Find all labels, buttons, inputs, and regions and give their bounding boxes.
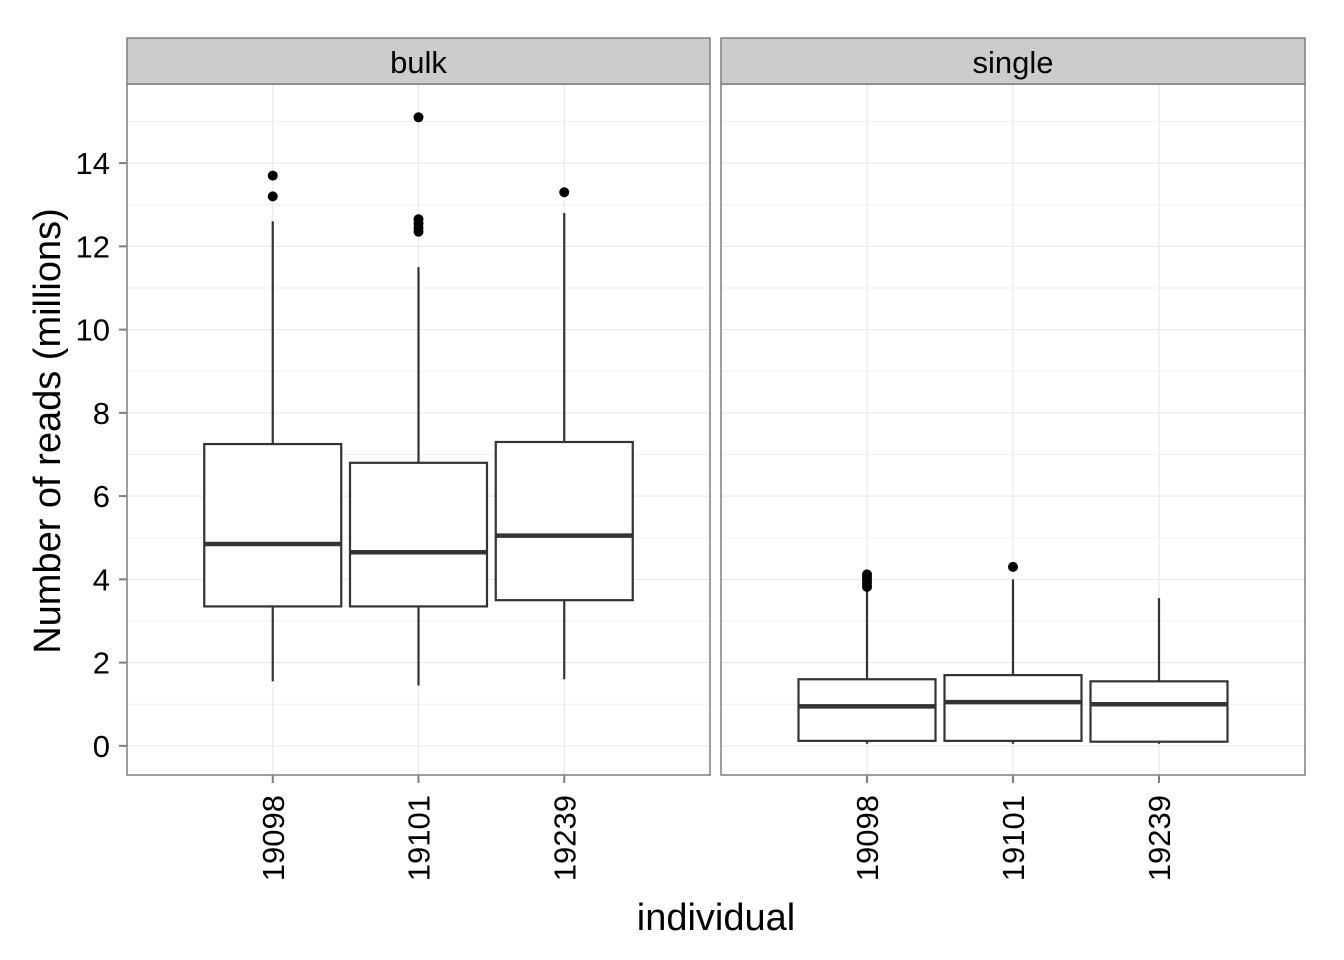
- facet-strip: [126, 37, 711, 85]
- outlier-point: [267, 170, 278, 181]
- y-axis-title: Number of reads (millions): [27, 208, 69, 654]
- facet-label: single: [973, 45, 1054, 80]
- y-tick-label: 6: [93, 479, 110, 514]
- box-bulk-19101: [348, 112, 489, 686]
- outlier-point: [413, 112, 424, 123]
- x-tick-label: 19239: [547, 795, 582, 881]
- y-tick-label: 2: [93, 646, 110, 681]
- outlier-point: [413, 214, 424, 225]
- panel-single: single 19098 19101 19239: [720, 37, 1306, 881]
- box-iqr: [348, 461, 489, 608]
- x-tick-label: 19101: [402, 795, 437, 881]
- box-iqr: [203, 442, 343, 608]
- box-single-19098: [797, 569, 937, 744]
- box-single-19239: [1089, 598, 1229, 744]
- outlier-point: [1008, 561, 1018, 572]
- box-iqr: [943, 673, 1083, 742]
- box-bulk-19098: [203, 170, 343, 682]
- box-single-19101: [943, 561, 1083, 744]
- box-bulk-19239: [494, 187, 634, 680]
- y-tick-label: 14: [76, 146, 110, 181]
- x-tick-label: 19098: [256, 795, 291, 881]
- box-iqr: [494, 440, 634, 602]
- y-tick-label: 10: [76, 313, 110, 348]
- panel-bulk: bulk 19098 19101 19239: [126, 37, 711, 881]
- y-tick-label: 0: [93, 729, 110, 764]
- facet-label: bulk: [390, 45, 447, 80]
- outlier-point: [267, 191, 278, 202]
- x-tick-label: 19098: [850, 795, 885, 881]
- y-tick-label: 8: [93, 396, 110, 431]
- facet-strip: [720, 37, 1306, 85]
- box-iqr: [1089, 680, 1229, 743]
- x-axis-title: individual: [637, 897, 795, 939]
- x-tick-label: 19101: [996, 795, 1031, 881]
- y-tick-label: 12: [76, 229, 110, 264]
- outlier-point: [862, 569, 872, 580]
- y-tick-label: 4: [93, 562, 110, 597]
- x-tick-label: 19239: [1142, 795, 1177, 881]
- outlier-point: [559, 187, 570, 198]
- box-iqr: [797, 678, 937, 742]
